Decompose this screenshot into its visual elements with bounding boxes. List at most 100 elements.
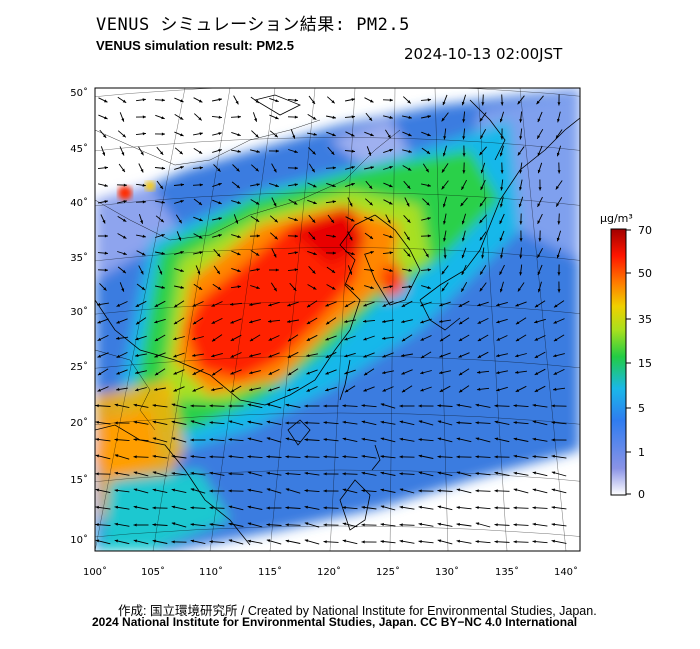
wind-arrow-head (247, 455, 251, 459)
wind-arrow-head (104, 99, 108, 103)
wind-arrow-head (475, 540, 479, 544)
wind-arrow-head (152, 420, 157, 424)
wind-arrow-head (121, 168, 125, 172)
wind-arrow-head (285, 506, 289, 510)
wind-arrow-head (368, 117, 373, 121)
wind-arrow-head (351, 252, 355, 255)
wind-arrow-head (95, 488, 100, 492)
wind-arrow-head (173, 388, 177, 392)
wind-arrow-head (268, 303, 272, 307)
wind-arrow-head (256, 183, 260, 187)
wind-arrow-head (361, 404, 365, 408)
wind-arrow-head (114, 522, 118, 526)
wind-arrow-head (209, 489, 213, 493)
wind-arrow-head (323, 455, 327, 459)
wind-arrow-head (173, 321, 178, 325)
wind-arrow-head (135, 337, 139, 341)
wind-arrow-head (363, 303, 367, 307)
wind-arrow-head (294, 115, 298, 119)
wind-arrow-head (212, 372, 216, 376)
wind-arrow-head (104, 234, 108, 238)
wind-arrow-head (140, 270, 144, 275)
wind-arrow-head (249, 371, 253, 375)
wind-arrow-head (142, 200, 146, 204)
wind-arrow-head (499, 152, 503, 157)
lon-label: 125˚ (376, 566, 400, 578)
wind-arrow-head (304, 404, 308, 408)
wind-arrow-head (350, 286, 354, 290)
wind-arrow-head (382, 371, 386, 375)
wind-arrow-head (255, 218, 260, 222)
wind-arrow-head (439, 371, 443, 375)
wind-arrow-head (116, 387, 120, 391)
wind-arrow-head (477, 387, 481, 391)
lon-label: 100˚ (83, 566, 107, 578)
wind-arrow-head (499, 118, 503, 123)
wind-arrow-head (551, 421, 555, 425)
wind-arrow-head (97, 354, 101, 358)
wind-arrow-head (518, 203, 522, 208)
wind-arrow-head (192, 371, 197, 375)
wind-arrow-head (370, 251, 374, 254)
wind-arrow-head (152, 488, 157, 492)
wind-arrow-head (553, 354, 557, 358)
wind-arrow-head (389, 166, 393, 169)
wind-arrow-head (218, 149, 222, 152)
wind-arrow-head (198, 99, 203, 103)
wind-arrow-head (401, 389, 406, 393)
wind-arrow-head (190, 523, 194, 526)
wind-arrow-head (351, 149, 355, 153)
lon-label: 115˚ (258, 566, 282, 578)
wind-arrow-head (557, 289, 561, 293)
wind-arrow-head (313, 201, 317, 205)
wind-arrow-head (228, 505, 233, 509)
wind-arrow-head (249, 303, 253, 306)
wind-arrow-head (190, 420, 195, 424)
wind-arrow-head (230, 302, 234, 306)
wind-arrow-head (420, 303, 424, 307)
wind-arrow-head (437, 437, 442, 441)
wind-arrow-head (256, 286, 260, 289)
wind-arrow-head (142, 183, 146, 187)
wind-arrow-head (133, 505, 137, 509)
wind-arrow-head (230, 371, 234, 375)
wind-arrow-head (141, 286, 145, 290)
wind-arrow-head (332, 115, 336, 119)
wind-arrow-head (427, 183, 431, 187)
lon-label: 135˚ (495, 566, 519, 578)
wind-arrow-head (312, 270, 316, 274)
lon-label: 130˚ (435, 566, 459, 578)
wind-arrow-head (192, 303, 196, 307)
wind-arrow-head (178, 219, 182, 224)
wind-arrow-head (351, 98, 355, 102)
wind-arrow-head (461, 271, 465, 275)
wind-arrow-head (399, 455, 403, 459)
wind-arrow-head (551, 454, 555, 458)
wind-arrow-head (304, 539, 309, 543)
wind-arrow-head (228, 455, 232, 458)
wind-arrow-head (442, 101, 446, 106)
wind-arrow-head (494, 489, 498, 493)
wind-arrow-head (461, 220, 465, 225)
wind-arrow-head (133, 403, 137, 407)
wind-arrow-head (494, 506, 498, 510)
wind-arrow-head (442, 203, 446, 208)
wind-arrow-head (477, 338, 482, 341)
wind-arrow-head (268, 371, 273, 375)
wind-arrow-head (437, 489, 441, 493)
wind-arrow-head (199, 218, 203, 222)
wind-arrow-head (370, 133, 374, 137)
wind-arrow-head (256, 234, 260, 238)
wind-arrow-head (285, 488, 290, 492)
wind-arrow-head (104, 166, 108, 170)
wind-arrow-head (133, 523, 137, 527)
wind-arrow-head (154, 304, 159, 307)
wind-arrow-head (288, 372, 292, 376)
wind-arrow-head (116, 336, 120, 340)
wind-arrow-head (437, 471, 442, 475)
colorbar-tick-label: 15 (638, 357, 652, 370)
wind-vectors (95, 94, 567, 545)
wind-arrow-head (380, 455, 384, 459)
wind-arrow-head (475, 403, 479, 407)
wind-arrow-head (209, 421, 213, 425)
